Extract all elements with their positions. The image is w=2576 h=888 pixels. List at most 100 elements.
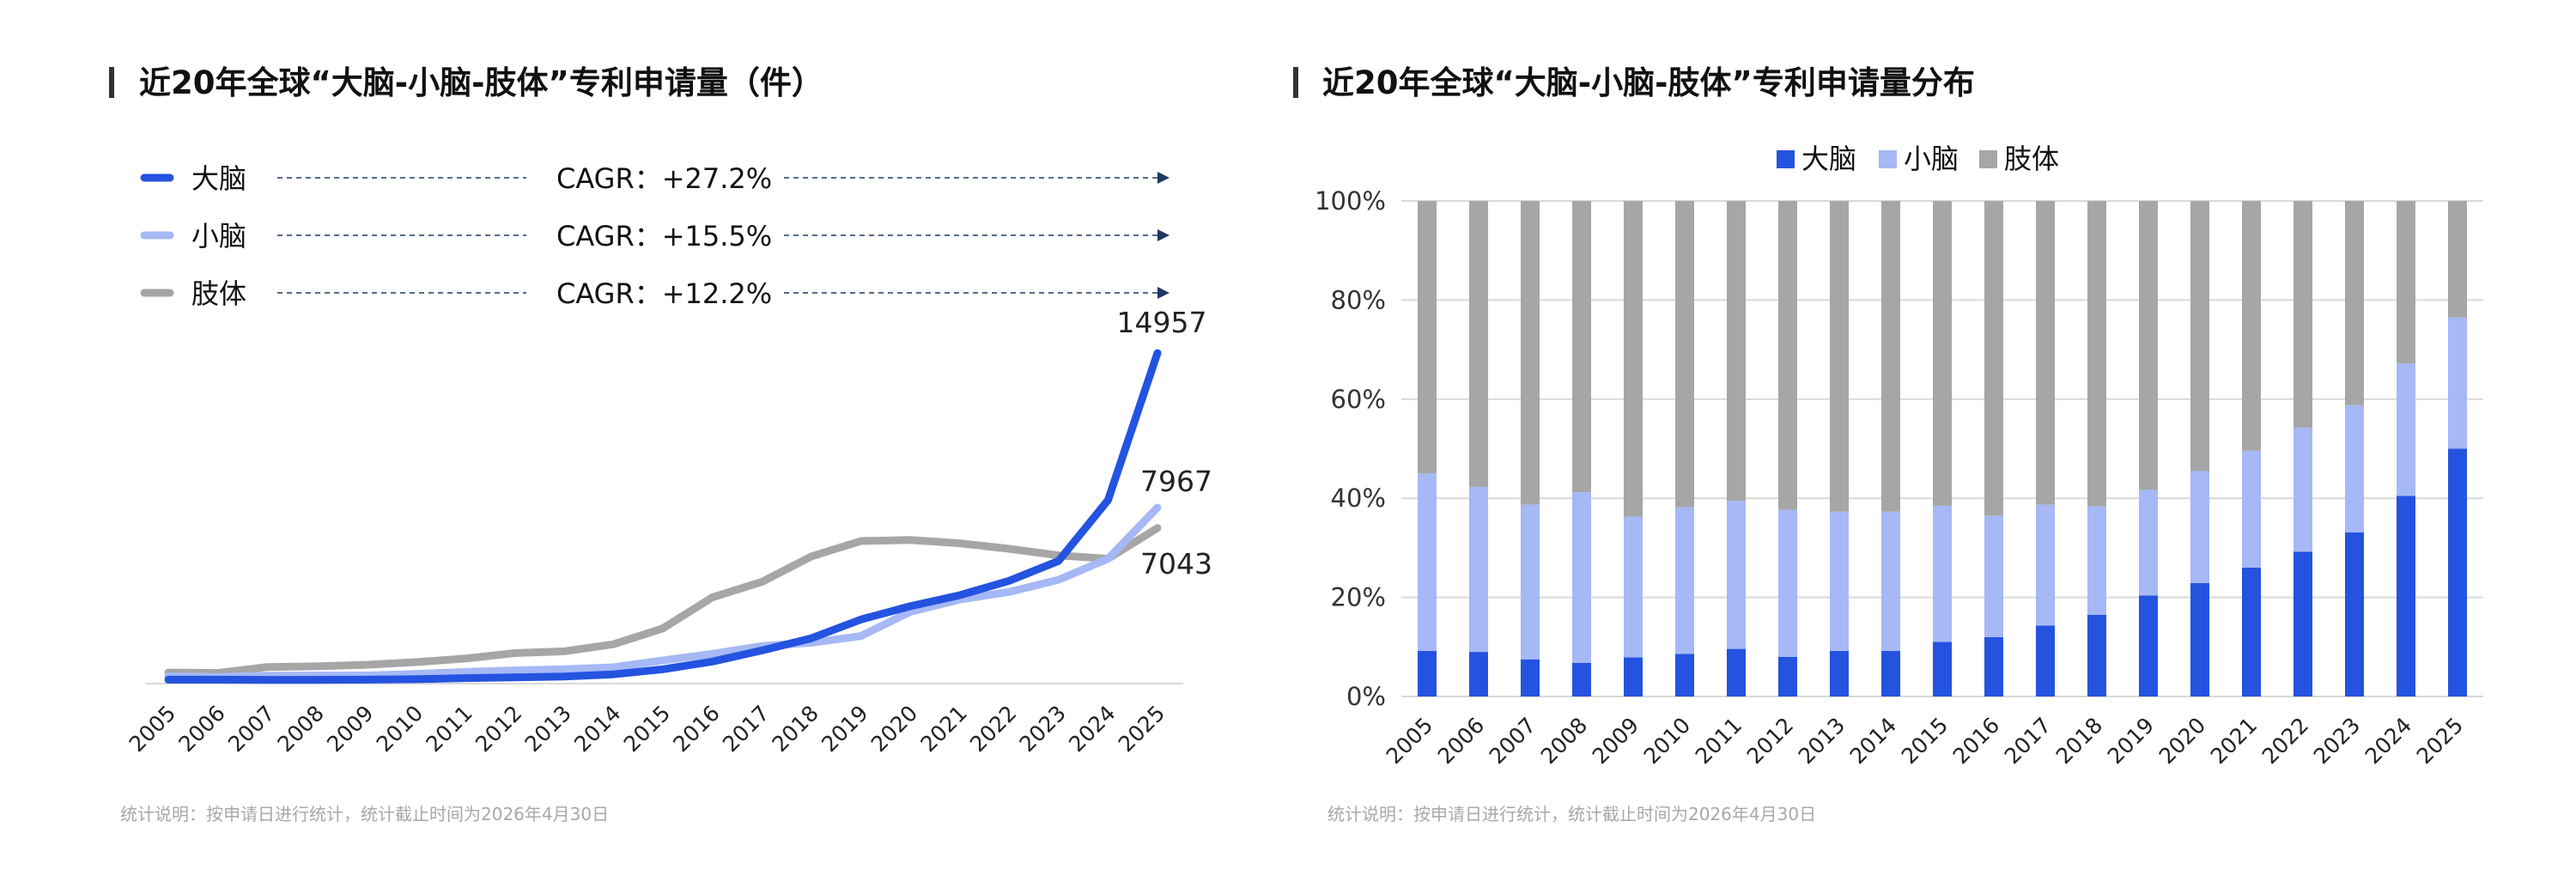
bar-segment-limb: [1675, 201, 1694, 508]
bar-segment-brain: [1984, 636, 2003, 696]
right-legend-label-limb: 肢体: [2004, 143, 2059, 175]
bar-segment-limb: [2190, 201, 2209, 471]
legend-cagr-limb: CAGR：+12.2%: [556, 277, 772, 310]
right-x-tick-label: 2007: [1485, 713, 1540, 769]
bar-segment-cerebellum: [1418, 473, 1437, 651]
bar-segment-limb: [1881, 201, 1900, 512]
bar-segment-cerebellum: [1572, 492, 1591, 663]
left-x-tick-label: 2015: [619, 701, 675, 757]
legend-label-cerebellum: 小脑: [191, 220, 246, 252]
legend-cagr-cerebellum: CAGR：+15.5%: [556, 220, 772, 252]
bar-segment-brain: [1572, 662, 1591, 696]
left-x-tick-label: 2019: [817, 701, 872, 757]
bar-segment-limb: [1418, 201, 1437, 474]
bar-segment-brain: [1727, 648, 1746, 696]
left-x-tick-label: 2018: [768, 701, 823, 757]
bar-segment-cerebellum: [1933, 505, 1952, 642]
bar-segment-brain: [1881, 650, 1900, 696]
bar-segment-limb: [2242, 201, 2261, 451]
bar-segment-brain: [1418, 650, 1437, 696]
bar-segment-cerebellum: [2293, 428, 2312, 552]
right-y-tick-label: 80%: [1331, 285, 1386, 314]
bar-segment-limb: [2087, 201, 2106, 507]
bar-segment-limb: [1778, 201, 1797, 510]
end-value-label-limb: 7043: [1140, 547, 1212, 581]
bar-segment-brain: [2448, 448, 2467, 696]
bar-segment-cerebellum: [1778, 509, 1797, 657]
legend-cagr-brain: CAGR：+27.2%: [556, 162, 772, 195]
right-x-tick-label: 2018: [2051, 713, 2107, 769]
right-chart-title: 近20年全球“大脑-小脑-肢体”专利申请量分布: [1322, 64, 1975, 101]
bar-segment-brain: [2397, 496, 2415, 696]
right-x-tick-label: 2022: [2257, 713, 2313, 769]
bar-segment-brain: [2087, 614, 2106, 696]
bar-segment-cerebellum: [2087, 506, 2106, 615]
right-x-tick-label: 2015: [1897, 713, 1953, 769]
legend-arrowhead: [1157, 172, 1170, 184]
series-line-limb: [164, 524, 1162, 678]
right-legend-swatch-limb: [1979, 150, 1997, 168]
bar-segment-limb: [2139, 201, 2158, 490]
legend-arrowhead: [1157, 287, 1170, 299]
bar-segment-limb: [2448, 201, 2467, 318]
left-x-tick-label: 2014: [569, 701, 625, 757]
right-x-tick-label: 2019: [2103, 713, 2159, 769]
right-y-tick-label: 100%: [1315, 186, 1386, 216]
right-x-tick-label: 2016: [1948, 713, 2004, 769]
bar-segment-brain: [1521, 659, 1540, 696]
bar-segment-limb: [1727, 201, 1746, 502]
bar-segment-brain: [2293, 551, 2312, 696]
end-value-label-brain: 14957: [1117, 306, 1207, 339]
right-legend-swatch-brain: [1777, 150, 1795, 168]
legend-arrowhead: [1157, 229, 1170, 241]
bar-segment-brain: [2036, 625, 2055, 696]
bar-segment-limb: [1830, 201, 1849, 512]
right-footnote: 统计说明：按申请日进行统计，统计截止时间为2026年4月30日: [1327, 804, 1817, 824]
right-x-tick-label: 2017: [2000, 713, 2056, 769]
bar-segment-brain: [1469, 652, 1488, 696]
right-x-tick-label: 2013: [1794, 713, 1850, 769]
right-x-tick-label: 2006: [1433, 713, 1489, 769]
left-x-tick-label: 2011: [421, 701, 477, 757]
bar-segment-brain: [1778, 656, 1797, 696]
bar-segment-cerebellum: [1727, 501, 1746, 649]
left-x-tick-label: 2012: [471, 701, 526, 757]
left-x-tick-label: 2009: [322, 701, 378, 757]
bar-segment-limb: [2345, 201, 2364, 405]
bar-segment-brain: [2139, 595, 2158, 696]
bar-segment-cerebellum: [1830, 511, 1849, 651]
left-x-tick-label: 2005: [125, 701, 180, 757]
right-x-tick-label: 2012: [1742, 713, 1798, 769]
right-x-tick-label: 2020: [2154, 713, 2210, 769]
left-x-tick-label: 2013: [520, 701, 576, 757]
right-x-tick-label: 2023: [2309, 713, 2365, 769]
bar-segment-limb: [1933, 201, 1952, 506]
legend-label-limb: 肢体: [191, 277, 246, 310]
left-x-tick-label: 2017: [718, 701, 774, 757]
bar-segment-brain: [2190, 582, 2209, 696]
left-x-tick-label: 2016: [668, 701, 724, 757]
right-x-tick-label: 2005: [1382, 713, 1437, 769]
bar-segment-cerebellum: [2448, 317, 2467, 449]
left-x-tick-label: 2024: [1064, 701, 1120, 757]
right-x-tick-label: 2011: [1691, 713, 1747, 769]
left-x-tick-label: 2023: [1015, 701, 1071, 757]
right-y-tick-label: 40%: [1331, 484, 1386, 513]
bar-segment-brain: [2345, 532, 2364, 696]
right-x-tick-label: 2021: [2206, 713, 2262, 769]
bar-segment-limb: [1984, 201, 2003, 516]
right-y-tick-label: 20%: [1331, 583, 1386, 612]
series-line-brain: [164, 349, 1162, 684]
left-x-tick-label: 2020: [866, 701, 922, 757]
right-x-tick-label: 2025: [2412, 713, 2468, 769]
left-x-tick-label: 2025: [1114, 701, 1170, 757]
bar-segment-cerebellum: [1624, 516, 1643, 658]
left-x-tick-label: 2021: [915, 701, 971, 757]
series-line-cerebellum: [164, 503, 1162, 681]
bar-segment-limb: [1521, 201, 1540, 505]
bar-segment-cerebellum: [1881, 511, 1900, 651]
left-title-bar: [109, 67, 114, 98]
bar-segment-cerebellum: [2242, 450, 2261, 568]
bar-segment-limb: [2397, 201, 2415, 364]
